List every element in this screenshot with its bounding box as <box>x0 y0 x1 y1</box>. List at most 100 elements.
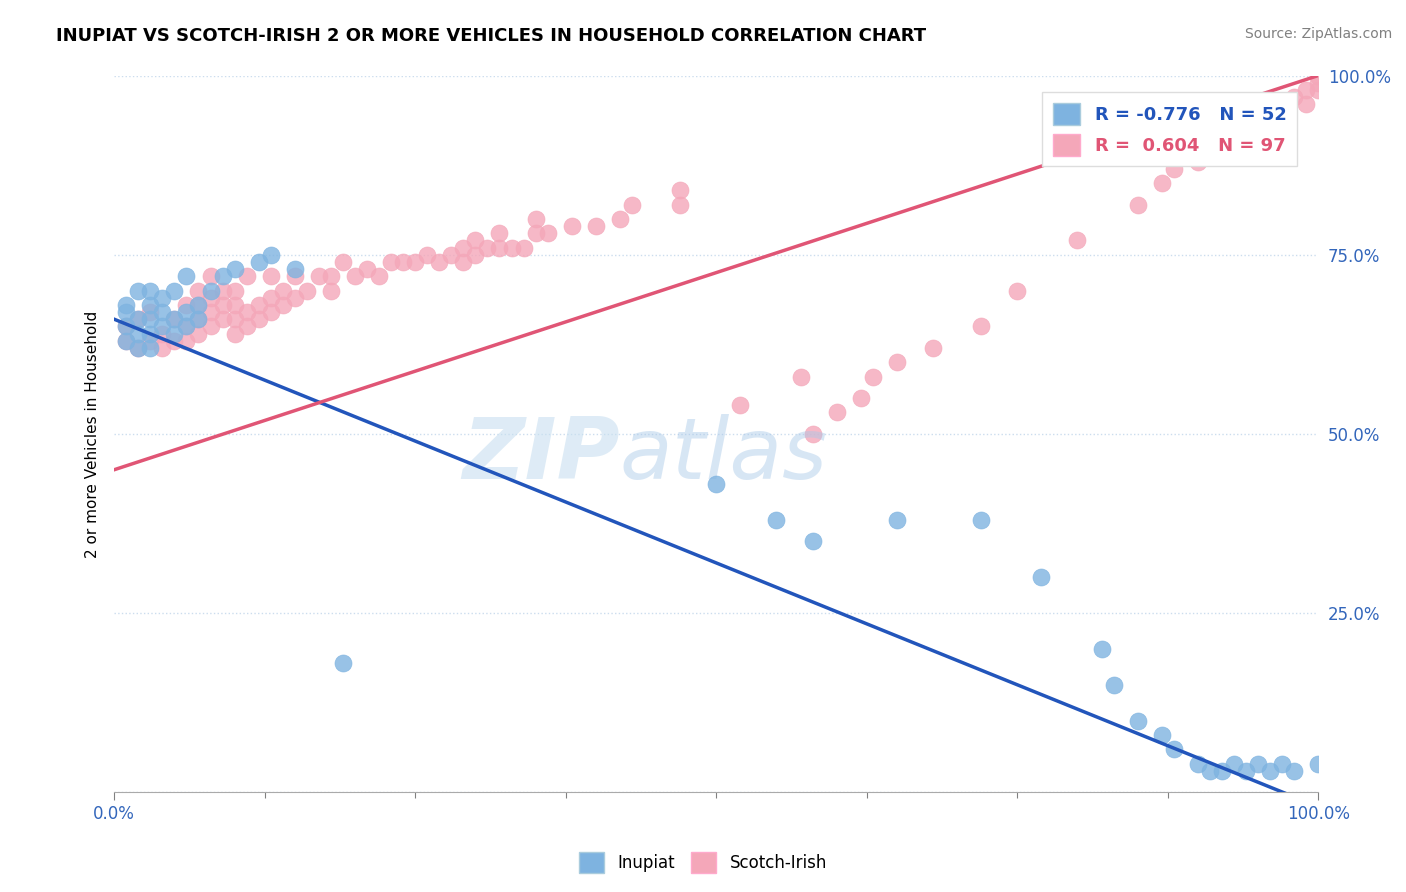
Point <box>1234 764 1257 778</box>
Point <box>187 298 209 312</box>
Text: atlas: atlas <box>620 414 828 497</box>
Point <box>1211 764 1233 778</box>
Point <box>1295 97 1317 112</box>
Point <box>127 284 149 298</box>
Point <box>1150 728 1173 742</box>
Point <box>825 405 848 419</box>
Point <box>211 312 233 326</box>
Point <box>669 183 692 197</box>
Point <box>609 211 631 226</box>
Text: INUPIAT VS SCOTCH-IRISH 2 OR MORE VEHICLES IN HOUSEHOLD CORRELATION CHART: INUPIAT VS SCOTCH-IRISH 2 OR MORE VEHICL… <box>56 27 927 45</box>
Point <box>139 312 162 326</box>
Point <box>224 326 246 341</box>
Text: Source: ZipAtlas.com: Source: ZipAtlas.com <box>1244 27 1392 41</box>
Point <box>1234 126 1257 140</box>
Point <box>127 341 149 355</box>
Point <box>332 657 354 671</box>
Point <box>464 233 486 247</box>
Point <box>862 369 884 384</box>
Point <box>260 248 283 262</box>
Point <box>1223 756 1246 771</box>
Point <box>235 305 257 319</box>
Point <box>1271 756 1294 771</box>
Point <box>115 319 138 334</box>
Point <box>1308 83 1330 97</box>
Point <box>211 298 233 312</box>
Point <box>524 211 547 226</box>
Point <box>1066 233 1088 247</box>
Point <box>235 319 257 334</box>
Point <box>1126 197 1149 211</box>
Point <box>127 326 149 341</box>
Point <box>176 269 198 284</box>
Point <box>1308 756 1330 771</box>
Point <box>789 369 811 384</box>
Point <box>260 291 283 305</box>
Legend: R = -0.776   N = 52, R =  0.604   N = 97: R = -0.776 N = 52, R = 0.604 N = 97 <box>1042 92 1298 167</box>
Point <box>139 298 162 312</box>
Point <box>970 513 993 527</box>
Point <box>139 284 162 298</box>
Point <box>127 341 149 355</box>
Point <box>561 219 583 233</box>
Point <box>1090 642 1112 657</box>
Point <box>187 298 209 312</box>
Point <box>187 284 209 298</box>
Point <box>380 255 402 269</box>
Legend: Inupiat, Scotch-Irish: Inupiat, Scotch-Irish <box>572 846 834 880</box>
Point <box>176 319 198 334</box>
Point <box>620 197 643 211</box>
Point <box>1258 764 1281 778</box>
Point <box>1282 764 1305 778</box>
Point <box>765 513 787 527</box>
Point <box>176 305 198 319</box>
Point <box>319 284 342 298</box>
Point <box>176 319 198 334</box>
Point <box>1163 161 1185 176</box>
Point <box>440 248 463 262</box>
Point <box>801 534 824 549</box>
Point <box>1271 104 1294 119</box>
Point <box>295 284 318 298</box>
Point <box>970 319 993 334</box>
Point <box>585 219 607 233</box>
Point <box>271 284 294 298</box>
Point <box>1031 570 1053 584</box>
Point <box>224 298 246 312</box>
Point <box>187 312 209 326</box>
Point <box>163 312 186 326</box>
Point <box>247 298 270 312</box>
Point <box>284 262 307 277</box>
Point <box>235 269 257 284</box>
Point <box>115 305 138 319</box>
Point <box>271 298 294 312</box>
Point <box>1187 756 1209 771</box>
Point <box>163 334 186 348</box>
Point <box>187 326 209 341</box>
Point <box>1211 140 1233 154</box>
Point <box>176 334 198 348</box>
Point <box>139 326 162 341</box>
Point <box>392 255 415 269</box>
Point <box>453 241 475 255</box>
Point <box>139 334 162 348</box>
Point <box>477 241 499 255</box>
Point <box>524 226 547 240</box>
Point <box>1163 742 1185 756</box>
Point <box>1007 284 1029 298</box>
Point <box>801 426 824 441</box>
Point <box>1150 176 1173 190</box>
Point <box>464 248 486 262</box>
Point <box>501 241 523 255</box>
Point <box>187 312 209 326</box>
Point <box>115 319 138 334</box>
Point <box>1308 76 1330 90</box>
Point <box>284 291 307 305</box>
Point <box>150 341 173 355</box>
Point <box>150 291 173 305</box>
Point <box>163 312 186 326</box>
Point <box>404 255 426 269</box>
Point <box>488 241 510 255</box>
Point <box>224 284 246 298</box>
Point <box>247 255 270 269</box>
